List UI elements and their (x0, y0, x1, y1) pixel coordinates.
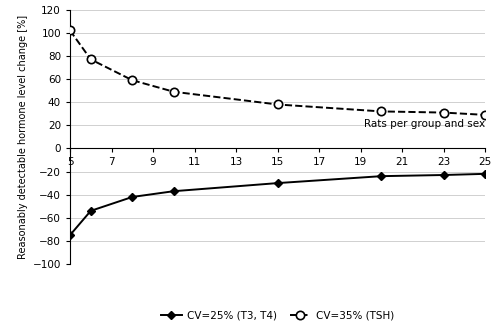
CV=35% (TSH) (482, 113, 488, 117)
CV=25% (T3, T4) (129, 195, 135, 199)
CV=25% (T3, T4) (88, 209, 94, 213)
Legend: CV=25% (T3, T4), CV=35% (TSH): CV=25% (T3, T4), CV=35% (TSH) (157, 307, 398, 322)
Line: CV=35% (TSH): CV=35% (TSH) (66, 26, 489, 119)
CV=25% (T3, T4) (482, 172, 488, 176)
CV=35% (TSH) (440, 111, 446, 115)
CV=25% (T3, T4) (378, 174, 384, 178)
CV=35% (TSH) (171, 90, 177, 94)
CV=25% (T3, T4) (274, 181, 280, 185)
CV=25% (T3, T4) (67, 233, 73, 237)
CV=25% (T3, T4) (171, 189, 177, 193)
CV=35% (TSH) (67, 29, 73, 33)
CV=35% (TSH) (88, 57, 94, 61)
CV=35% (TSH) (274, 102, 280, 106)
Line: CV=25% (T3, T4): CV=25% (T3, T4) (67, 171, 488, 238)
CV=25% (T3, T4) (440, 173, 446, 177)
CV=35% (TSH) (378, 109, 384, 113)
CV=35% (TSH) (129, 78, 135, 82)
Y-axis label: Reasonably detectable hormone level change [%]: Reasonably detectable hormone level chan… (18, 15, 28, 259)
Text: Rats per group and sex: Rats per group and sex (364, 119, 485, 129)
